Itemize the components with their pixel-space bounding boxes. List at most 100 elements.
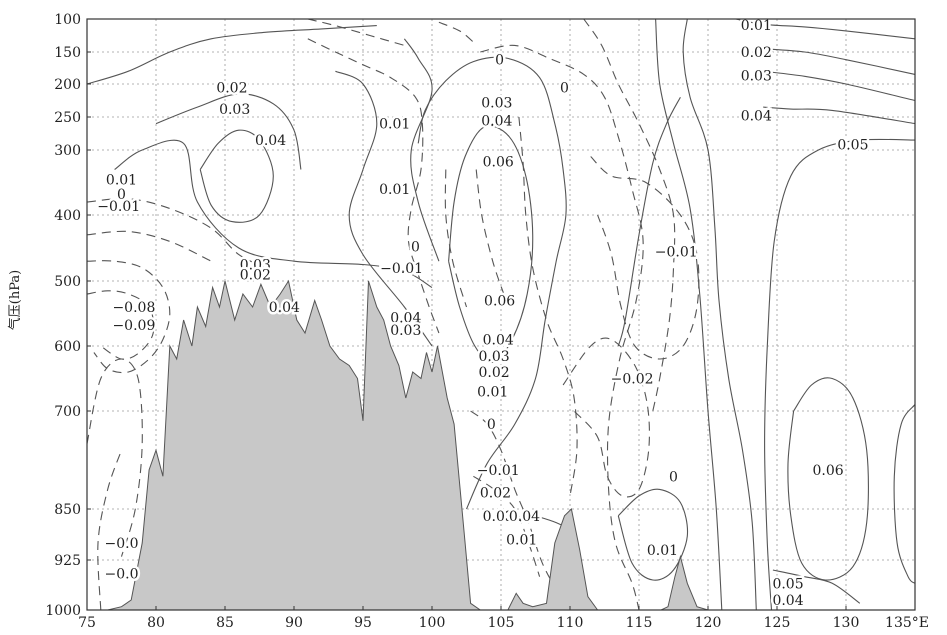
solid-contour-line — [155, 93, 302, 170]
contour-label: 0.04 — [741, 109, 772, 125]
dashed-contour-line — [97, 450, 123, 611]
contour-label: 0.03 — [741, 69, 772, 85]
contour-label: −0.01 — [380, 261, 423, 277]
solid-contour-line — [617, 488, 689, 581]
contour-label: 0.02 — [240, 267, 271, 283]
x-tick-label: 105 — [488, 615, 515, 631]
solid-contour-line — [763, 48, 916, 75]
dashed-contour-line — [475, 169, 505, 295]
contour-label: 0 — [495, 53, 504, 69]
contour-label: −0.02 — [611, 372, 654, 388]
solid-contour-line — [763, 106, 916, 125]
y-tick-label: 250 — [54, 110, 81, 126]
y-tick-label: 850 — [54, 502, 81, 518]
solid-contour-line — [655, 18, 723, 611]
dashed-contour-line — [470, 410, 561, 597]
contour-label: 0.04 — [390, 310, 421, 326]
x-tick-label: 80 — [147, 615, 165, 631]
contour-label: −0.0 — [105, 536, 139, 552]
y-tick-label: 200 — [54, 77, 81, 93]
dashed-contours — [86, 18, 700, 611]
contour-label: 0.04 — [509, 509, 540, 525]
contour-label: 0.06 — [484, 294, 515, 310]
x-tick-label: 85 — [216, 615, 234, 631]
contour-label: −0.0 — [105, 566, 139, 582]
y-tick-label: 600 — [54, 339, 81, 355]
x-tick-label: 125 — [764, 615, 791, 631]
x-tick-label: 110 — [557, 615, 584, 631]
y-tick-label: 400 — [54, 208, 81, 224]
solid-contour-line — [114, 139, 433, 288]
contour-label: 0.03 — [481, 95, 512, 111]
contour-label: 0.05 — [772, 576, 803, 592]
y-tick-label: 925 — [54, 553, 81, 569]
contour-label: 0.04 — [269, 300, 300, 316]
dashed-contour-line — [307, 38, 440, 334]
solid-contour-line — [682, 18, 757, 611]
contour-label: 0 — [117, 187, 126, 203]
dashed-contour-line — [307, 18, 405, 46]
y-axis: 100 150 200 250 300 400 500 600 700 850 925 1000 — [45, 12, 91, 619]
contour-label: 0.01 — [647, 543, 678, 559]
y-tick-label: 500 — [54, 274, 81, 290]
contour-label: 0.01 — [379, 182, 410, 198]
contour-label: 0 — [487, 417, 496, 433]
dashed-contour-line — [590, 156, 700, 360]
x-tick-label: 130 — [833, 615, 860, 631]
contour-label: 0.01 — [477, 385, 508, 401]
dashed-contour-line — [86, 198, 267, 269]
contour-label: 0.05 — [837, 138, 868, 154]
contour-label: 0.03 — [240, 258, 271, 274]
contour-label: 0.01 — [741, 18, 772, 34]
grid-lines — [87, 19, 915, 610]
contour-label: 0.04 — [772, 593, 803, 609]
contour-label: 0.03 — [483, 509, 514, 525]
contour-label: −0.09 — [112, 318, 155, 334]
solid-contour-line — [787, 377, 869, 581]
y-tick-label: 100 — [54, 12, 81, 28]
terrain-area — [87, 279, 915, 611]
contour-label: 0 — [560, 80, 569, 96]
solid-contour-line — [335, 70, 433, 347]
y-axis-label: 气压(hPa) — [7, 270, 23, 330]
contour-label: −0.01 — [655, 244, 698, 260]
terrain-profile — [87, 279, 915, 611]
contour-label: −0.01 — [477, 463, 520, 479]
dashed-contour-line — [86, 230, 212, 262]
solid-contours — [86, 18, 916, 611]
dashed-contour-line — [562, 337, 650, 498]
solid-contour-line — [448, 125, 534, 363]
x-tick-label: 120 — [695, 615, 722, 631]
dashed-contour-line — [583, 18, 676, 412]
x-tick-label: 75 — [78, 615, 96, 631]
solid-contour-line — [772, 569, 861, 604]
dashed-contour-line — [86, 260, 171, 374]
contour-label: 0.02 — [741, 45, 772, 61]
x-tick-label: 115 — [626, 615, 653, 631]
solid-contour-line — [735, 18, 916, 40]
y-tick-label: 700 — [54, 404, 81, 420]
dashed-contour-line — [438, 21, 474, 43]
contour-label: 0.06 — [483, 155, 514, 171]
x-tick-label: 135°E — [885, 615, 929, 631]
contour-labels: 0.020.030.040.010−0.010.010.010−0.010.03… — [95, 15, 871, 611]
contour-label: 0 — [411, 240, 420, 256]
contour-label: 0.02 — [480, 486, 511, 502]
dashed-contour-line — [473, 475, 541, 577]
x-tick-label: 90 — [285, 615, 303, 631]
contour-label: 0.03 — [479, 349, 510, 365]
solid-contour-line — [417, 56, 567, 510]
solid-contour-line — [403, 38, 440, 262]
solid-contour-line — [617, 96, 681, 347]
x-tick-label: 95 — [354, 615, 372, 631]
contour-label: 0.04 — [483, 333, 514, 349]
solid-contour-line — [893, 404, 916, 584]
contour-label: 0.02 — [216, 80, 247, 96]
contour-label: 0.03 — [390, 323, 421, 339]
contour-label: 0.01 — [506, 533, 537, 549]
contour-label: −0.01 — [97, 199, 140, 215]
dashed-contour-line — [444, 169, 468, 308]
y-tick-label: 1000 — [45, 603, 81, 619]
contour-label: −0.08 — [112, 300, 155, 316]
